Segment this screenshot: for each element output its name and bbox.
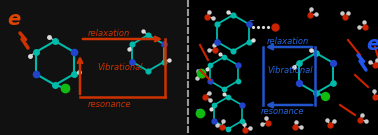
- Text: −: −: [195, 106, 200, 111]
- Text: resonance: resonance: [261, 107, 305, 116]
- Text: −: −: [248, 18, 254, 24]
- Text: e: e: [366, 35, 378, 54]
- Text: Vibrational: Vibrational: [267, 66, 313, 75]
- Text: relaxation: relaxation: [267, 37, 309, 46]
- Text: resonance: resonance: [88, 100, 132, 109]
- Text: −: −: [195, 66, 200, 71]
- Text: relaxation: relaxation: [88, 29, 130, 38]
- Text: Vibrational: Vibrational: [97, 63, 143, 72]
- Bar: [0, 0, 187, 135]
- Text: e: e: [7, 10, 20, 29]
